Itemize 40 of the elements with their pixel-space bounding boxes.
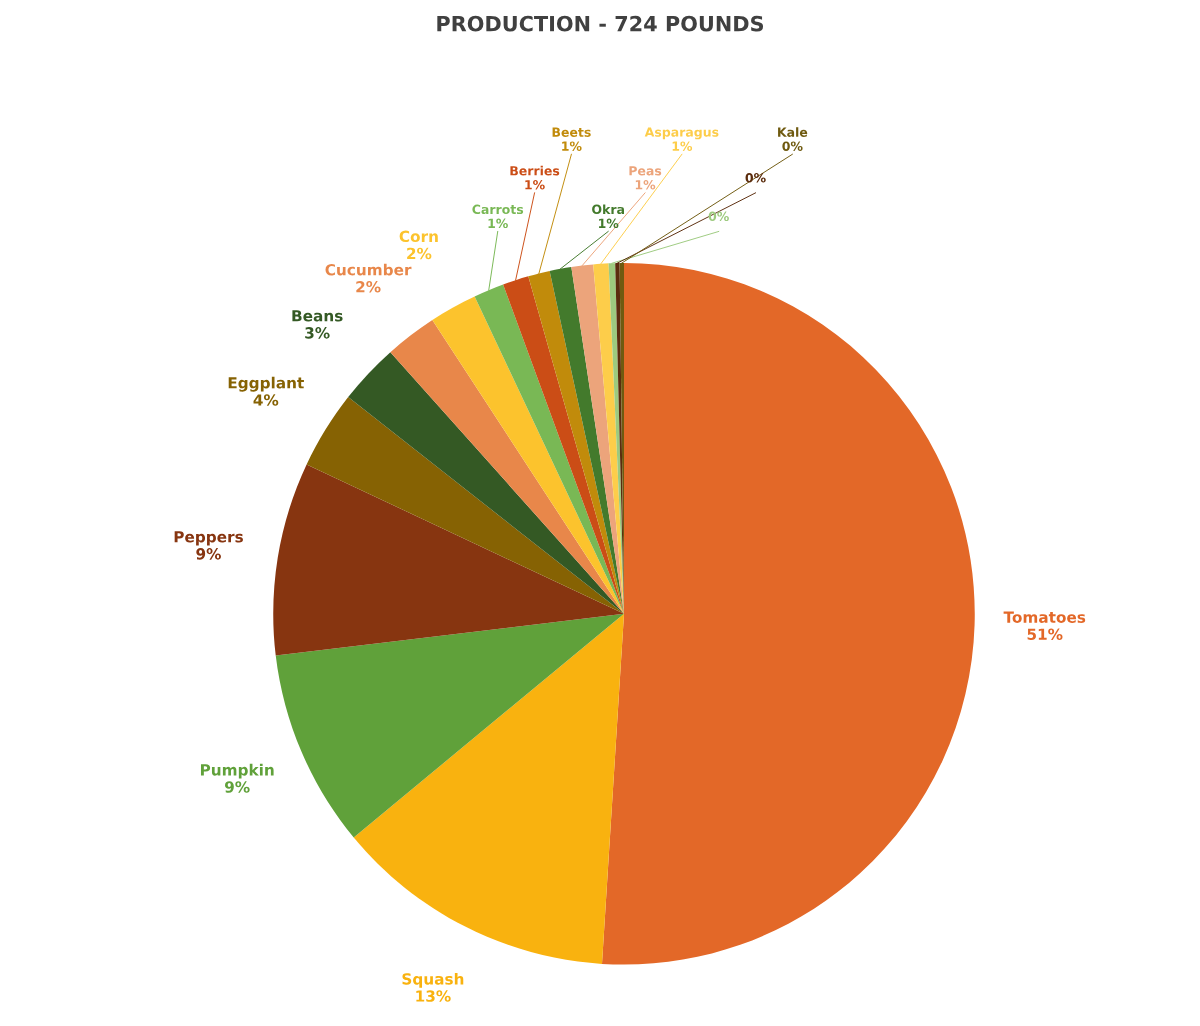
data-label: 1%	[488, 218, 508, 229]
data-label: 0%	[782, 141, 803, 151]
slice-label: Peppers	[174, 531, 243, 546]
pie-slice	[601, 263, 975, 965]
slice-label: Corn	[399, 230, 438, 243]
slice-label: Peas	[629, 166, 662, 176]
slice-label: Pumpkin	[200, 763, 274, 779]
slice-label: Beans	[292, 310, 343, 322]
pie-slice	[348, 352, 624, 614]
slice-label: Berries	[510, 165, 560, 176]
data-label: 1%	[672, 141, 693, 151]
data-label: 51%	[1027, 628, 1063, 641]
data-label: 13%	[416, 990, 451, 1002]
slice-label: Tomatoes	[1003, 611, 1086, 623]
data-label: 9%	[224, 781, 250, 793]
data-label: 2%	[407, 247, 432, 260]
pie-slice	[432, 296, 624, 614]
data-label: 3%	[305, 327, 330, 339]
slice-label: Cucumber	[325, 263, 412, 276]
data-label: 1%	[635, 180, 656, 190]
data-label: 1%	[562, 141, 582, 151]
slice-label: Okra	[592, 204, 624, 215]
data-label: 1%	[525, 180, 545, 190]
pie-slice	[353, 613, 624, 964]
pie-slice	[273, 464, 624, 656]
data-label: 1%	[599, 218, 619, 229]
data-label: 9%	[196, 548, 221, 560]
data-label: 2%	[356, 281, 381, 293]
slice-label: Carrots	[472, 204, 524, 215]
pie-slice	[390, 320, 624, 614]
data-label: 4%	[253, 394, 279, 406]
data-label: 0%	[708, 211, 729, 222]
chart-title: PRODUCTION - 724 POUNDS	[437, 15, 764, 32]
slice-label: Beets	[552, 127, 591, 137]
slice-label: Kale	[778, 127, 808, 137]
slice-label: Eggplant	[228, 376, 304, 392]
pie-slice	[306, 397, 624, 614]
pie-slice	[275, 613, 624, 838]
slice-label: Asparagus	[644, 127, 719, 140]
slice-label: Squash	[402, 972, 464, 988]
